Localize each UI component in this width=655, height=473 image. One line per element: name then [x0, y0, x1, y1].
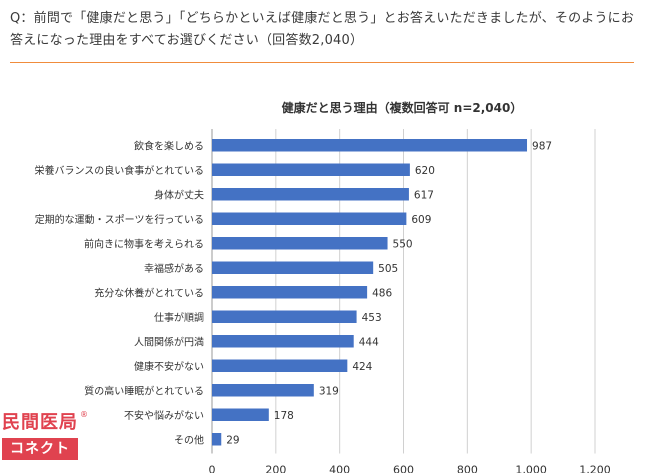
question-divider [10, 62, 634, 63]
value-label: 486 [372, 287, 392, 299]
bar [212, 310, 357, 323]
category-label: 栄養バランスの良い食事がとれている [35, 164, 205, 177]
x-tick-label: 1,200 [579, 464, 611, 473]
bar [212, 163, 410, 176]
brand-logo: 民間医局 ® コネクト [2, 410, 88, 468]
category-label: 質の高い睡眠がとれている [84, 384, 204, 397]
x-tick-label: 800 [457, 464, 478, 473]
value-label: 29 [226, 434, 239, 446]
bar [212, 261, 374, 274]
bar [212, 237, 388, 250]
bar [212, 335, 354, 348]
value-label: 620 [415, 165, 435, 177]
bar [212, 433, 222, 446]
bar [212, 212, 407, 225]
category-label: 前向きに物事を考えられる [84, 237, 204, 250]
chart-title: 健康だと思う理由（複数回答可 n=2,040） [282, 100, 523, 115]
category-label: その他 [174, 433, 204, 446]
bar [212, 188, 409, 201]
logo-top-text: 民間医局 [2, 412, 78, 433]
value-label: 987 [532, 140, 552, 152]
logo-registered-mark: ® [80, 410, 88, 419]
category-label: 身体が丈夫 [154, 188, 204, 201]
bar [212, 408, 269, 421]
category-label: 不安や悩みがない [124, 409, 204, 422]
x-tick-label: 0 [209, 464, 216, 473]
category-label: 飲食を楽しめる [134, 139, 204, 152]
logo-bottom-text: コネクト [2, 438, 78, 460]
category-label: 健康不安がない [134, 360, 204, 373]
x-tick-label: 200 [265, 464, 286, 473]
value-label: 550 [393, 238, 413, 250]
value-label: 617 [414, 189, 434, 201]
x-tick-label: 400 [329, 464, 350, 473]
value-label: 609 [411, 214, 431, 226]
question-text: Q：前問で「健康だと思う」「どちらかといえば健康だと思う」とお答えいただきました… [10, 11, 635, 48]
bar [212, 286, 368, 299]
bar [212, 384, 314, 397]
value-label: 444 [359, 336, 379, 348]
bar [212, 359, 348, 372]
value-label: 453 [362, 312, 382, 324]
x-tick-label: 600 [393, 464, 414, 473]
value-label: 319 [319, 385, 339, 397]
value-label: 424 [352, 361, 372, 373]
chart-bars [212, 139, 528, 446]
value-label: 505 [378, 263, 398, 275]
x-tick-label: 1,000 [515, 464, 547, 473]
category-label: 仕事が順調 [154, 311, 204, 324]
bar [212, 139, 528, 152]
category-label: 定期的な運動・スポーツを行っている [35, 213, 204, 226]
category-label: 充分な休養がとれている [94, 286, 204, 299]
chart-labels: 0 200 400 600 800 1,000 1,200 飲食を楽しめる 987 栄養バランスの… [35, 139, 611, 473]
value-label: 178 [274, 410, 294, 422]
category-label: 幸福感がある [144, 262, 204, 275]
category-label: 人間関係が円満 [134, 335, 204, 348]
